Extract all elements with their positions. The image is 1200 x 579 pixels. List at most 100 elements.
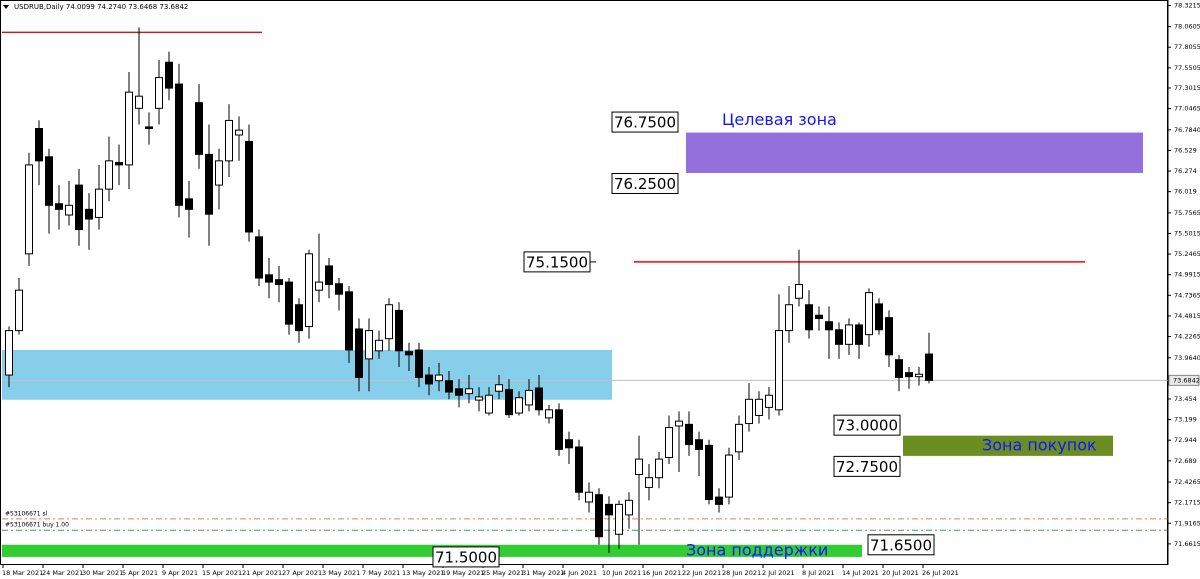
candle-body — [855, 324, 863, 345]
candle-body — [235, 129, 243, 136]
price-box — [611, 111, 679, 133]
x-tick-label: 26 Jul 2021 — [922, 569, 959, 577]
y-tick-label: 76.529 — [1174, 146, 1197, 154]
candle-body — [405, 351, 413, 356]
price-box — [867, 534, 935, 556]
chart-title: USDRUB,Daily 74.0099 74.2740 73.6468 73.… — [14, 3, 188, 11]
x-tick-label: 25 May 2021 — [482, 569, 524, 577]
x-tick-label: 3 May 2021 — [322, 569, 360, 577]
candle-body — [225, 119, 233, 162]
y-tick-label: 74.4815 — [1174, 312, 1200, 320]
candle-body — [125, 91, 133, 166]
x-tick-label: 27 Apr 2021 — [282, 569, 322, 577]
y-tick-label: 77.5505 — [1174, 64, 1200, 72]
candle-body — [815, 314, 823, 319]
y-tick-label: 76.019 — [1174, 188, 1197, 196]
y-tick-label: 72.4265 — [1174, 478, 1200, 486]
candle-body — [725, 454, 733, 498]
candle-body — [745, 398, 753, 425]
x-tick-label: 14 Jul 2021 — [842, 569, 879, 577]
y-tick-label: 75.2465 — [1174, 250, 1200, 258]
x-tick-label: 19 May 2021 — [442, 569, 484, 577]
candle-body — [625, 499, 633, 516]
candle-body — [355, 328, 363, 378]
x-tick-label: 5 Apr 2021 — [122, 569, 158, 577]
candle-body — [155, 77, 163, 109]
candle-body — [25, 164, 33, 255]
y-tick-label: 78.0605 — [1174, 23, 1200, 31]
candle-body — [825, 321, 833, 331]
candle-body — [785, 304, 793, 332]
y-tick-label: 74.9915 — [1174, 271, 1200, 279]
x-tick-label: 9 Apr 2021 — [162, 569, 198, 577]
price-label: 71.5000 — [435, 548, 497, 566]
candle-body — [525, 389, 533, 406]
current-price-label: 73.6842 — [1173, 376, 1200, 384]
candle-body — [535, 387, 543, 411]
candle-body — [635, 458, 643, 475]
candle-body — [835, 329, 843, 345]
price-box — [611, 172, 679, 194]
x-tick-label: 28 Jun 2021 — [722, 569, 761, 577]
candle-body — [585, 491, 593, 503]
candle-body — [765, 394, 773, 408]
plot-frame — [0, 0, 1168, 565]
price-label: 72.7500 — [836, 458, 898, 476]
candle-body — [415, 349, 423, 378]
y-tick-label: 73.9640 — [1174, 354, 1200, 362]
price-label: 71.6500 — [870, 536, 932, 554]
candle-body — [885, 317, 893, 356]
candle-body — [205, 153, 213, 215]
candle-body — [215, 160, 223, 186]
candle-body — [425, 374, 433, 385]
x-tick-label: 13 May 2021 — [402, 569, 444, 577]
x-tick-label: 21 Apr 2021 — [242, 569, 282, 577]
order-label: #53106671 sl — [5, 510, 48, 517]
candle-body — [65, 204, 73, 216]
price-box — [833, 455, 901, 477]
candle-body — [455, 388, 463, 396]
zone — [2, 349, 612, 400]
candle-body — [755, 398, 763, 416]
y-tick-label: 71.6615 — [1174, 540, 1200, 548]
candle-body — [705, 444, 713, 501]
candle-body — [805, 304, 813, 331]
current-price-box — [1168, 374, 1200, 386]
x-tick-label: 16 Jun 2021 — [642, 569, 681, 577]
zone-label: Целевая зона — [722, 110, 837, 129]
candle-body — [505, 389, 513, 416]
candle-body — [545, 409, 553, 419]
zone-label: Зона поддержки — [686, 540, 828, 559]
price-label: 75.1500 — [526, 253, 588, 271]
candle-body — [285, 281, 293, 325]
candle-body — [135, 95, 143, 109]
y-tick-label: 78.3215 — [1174, 2, 1200, 10]
zone — [903, 435, 1113, 456]
candle-body — [5, 330, 13, 376]
candle-body — [655, 458, 663, 479]
y-tick-label: 77.8055 — [1174, 43, 1200, 51]
x-tick-label: 30 Mar 2021 — [82, 569, 123, 577]
candle-body — [615, 503, 623, 535]
candle-body — [15, 289, 23, 332]
zone-label: Зона покупок — [982, 435, 1097, 454]
candle-body — [45, 156, 53, 206]
price-box — [523, 251, 591, 273]
candle-body — [665, 427, 673, 458]
candle-body — [145, 126, 153, 130]
candle-body — [385, 304, 393, 340]
candle-body — [275, 279, 283, 286]
candle-body — [795, 284, 803, 299]
candle-body — [95, 188, 103, 218]
candle-body — [265, 274, 273, 283]
candle-body — [925, 353, 933, 381]
candle-body — [315, 281, 323, 291]
x-tick-label: 8 Jul 2021 — [802, 569, 835, 577]
candle-body — [75, 184, 83, 231]
y-tick-label: 76.7840 — [1174, 126, 1200, 134]
candle-body — [325, 265, 333, 286]
candle-body — [845, 324, 853, 345]
candle-body — [375, 339, 383, 352]
candle-body — [555, 409, 563, 450]
y-tick-label: 76.274 — [1174, 167, 1197, 175]
